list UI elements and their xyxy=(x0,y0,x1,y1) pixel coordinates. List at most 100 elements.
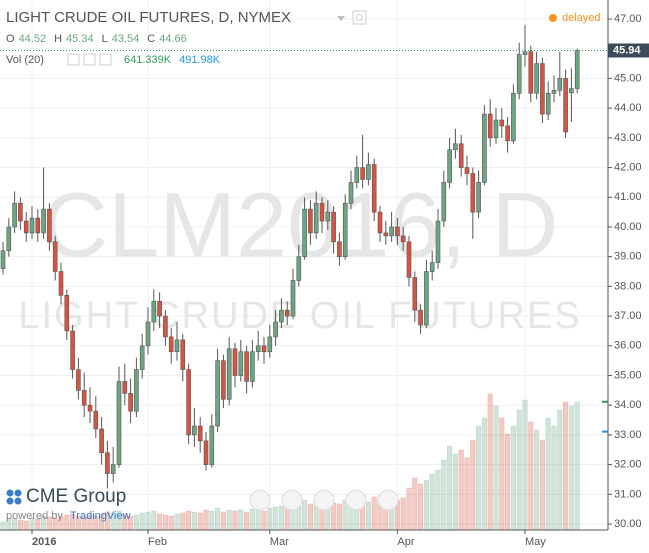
x-tick-label: Feb xyxy=(148,536,167,548)
nav-button[interactable] xyxy=(281,489,303,511)
candle-body xyxy=(273,321,278,338)
volume-bar xyxy=(197,512,203,531)
brand-logo: CME Group powered by TradingView xyxy=(6,486,131,522)
candle-body xyxy=(348,182,354,204)
ohlc-readout: O 44.52 H 45.34 L 43.54 C 44.66 xyxy=(6,33,187,45)
nav-button[interactable] xyxy=(377,489,399,511)
volume-bar xyxy=(261,510,267,531)
y-tick-label: 44.00 xyxy=(614,102,642,114)
candle-body xyxy=(70,330,75,370)
candle-body xyxy=(180,339,186,370)
volume-bar xyxy=(400,497,406,531)
candle-body xyxy=(145,321,151,347)
candle-body xyxy=(226,348,232,400)
candle-body xyxy=(290,280,296,317)
nav-button[interactable] xyxy=(345,489,367,511)
volume-bar xyxy=(191,511,197,531)
volume-bar xyxy=(545,417,551,531)
volume-bar xyxy=(452,453,458,531)
candle-body xyxy=(487,113,493,139)
volume-icons xyxy=(67,53,112,66)
x-tick-label: May xyxy=(525,536,546,548)
candle-body xyxy=(476,182,481,213)
ohlc-value: 45.34 xyxy=(66,33,94,45)
brand: CME Group xyxy=(26,486,126,507)
candle-body xyxy=(331,211,336,243)
volume-bar xyxy=(226,509,232,531)
candle-body xyxy=(400,235,406,243)
close-icon[interactable] xyxy=(99,53,112,66)
volume-bar xyxy=(180,512,186,531)
ohlc-value: 44.52 xyxy=(19,33,47,45)
candle-body xyxy=(6,226,12,252)
x-tick-label: Apr xyxy=(397,536,414,548)
platform[interactable]: TradingView xyxy=(70,510,131,522)
candle-body xyxy=(215,360,220,427)
y-tick-label: 37.00 xyxy=(614,310,642,322)
candle-body xyxy=(569,88,574,93)
nav-button[interactable] xyxy=(313,489,335,511)
volume-bar xyxy=(481,417,487,531)
volume-bar xyxy=(215,507,221,531)
candle-body xyxy=(47,208,52,243)
logo-dot xyxy=(6,497,14,505)
volume-bar xyxy=(151,510,157,531)
candle-body xyxy=(574,50,580,89)
ohlc-key: O xyxy=(6,33,15,45)
y-tick-label: 33.00 xyxy=(614,429,642,441)
volume-bar xyxy=(574,401,580,531)
candle-body xyxy=(168,336,174,353)
volume-bar xyxy=(441,459,447,531)
volume-bar xyxy=(139,512,145,531)
logo-dot xyxy=(14,497,22,505)
candle-body xyxy=(186,369,191,436)
candle-body xyxy=(255,345,261,353)
candle-body xyxy=(563,78,568,133)
eye-icon[interactable] xyxy=(67,53,80,66)
volume-bar xyxy=(244,511,250,531)
volume-readout: 641.339K 491.98K xyxy=(124,54,221,66)
candle-body xyxy=(424,271,429,326)
volume-bar xyxy=(23,520,29,531)
candle-body xyxy=(534,63,539,94)
candle-body xyxy=(505,125,510,142)
volume-bar xyxy=(168,515,174,531)
candle-body xyxy=(342,202,348,257)
volume-bar xyxy=(510,425,516,531)
volume-bar xyxy=(516,409,522,531)
volume-bar xyxy=(412,477,418,531)
volume-bar xyxy=(539,439,545,531)
candle-body xyxy=(389,226,394,237)
y-tick-label: 31.00 xyxy=(614,488,642,500)
x-tick-label: Mar xyxy=(270,536,289,548)
volume-bar xyxy=(423,479,429,531)
candle-body xyxy=(545,92,551,115)
volume-bar xyxy=(0,521,6,531)
volume-bar xyxy=(534,429,540,531)
candle-body xyxy=(354,167,360,183)
candle-body xyxy=(244,351,249,382)
settings-icon[interactable] xyxy=(352,10,367,25)
candle-body xyxy=(325,211,331,222)
candle-body xyxy=(499,119,505,127)
chart-title: LIGHT CRUDE OIL FUTURES, D, NYMEX xyxy=(6,9,291,26)
y-tick-label: 42.00 xyxy=(614,161,642,173)
candle-body xyxy=(250,351,255,382)
volume-bar xyxy=(487,393,493,531)
gear-icon[interactable] xyxy=(83,53,96,66)
dropdown-icon[interactable] xyxy=(337,16,345,21)
volume-bar xyxy=(476,425,482,531)
candle-body xyxy=(308,208,313,234)
settings-icon-gear xyxy=(356,14,363,21)
volume-bar xyxy=(162,514,168,531)
watermark-sub: LIGHT CRUDE OIL FUTURES xyxy=(18,295,581,337)
y-tick-label: 36.00 xyxy=(614,340,642,352)
candle-body xyxy=(464,167,470,174)
logo-dot xyxy=(6,489,14,497)
nav-button[interactable] xyxy=(249,489,271,511)
candle-body xyxy=(493,119,499,139)
status-dot xyxy=(549,14,557,22)
candle-body xyxy=(302,208,307,257)
candle-body xyxy=(209,425,215,465)
